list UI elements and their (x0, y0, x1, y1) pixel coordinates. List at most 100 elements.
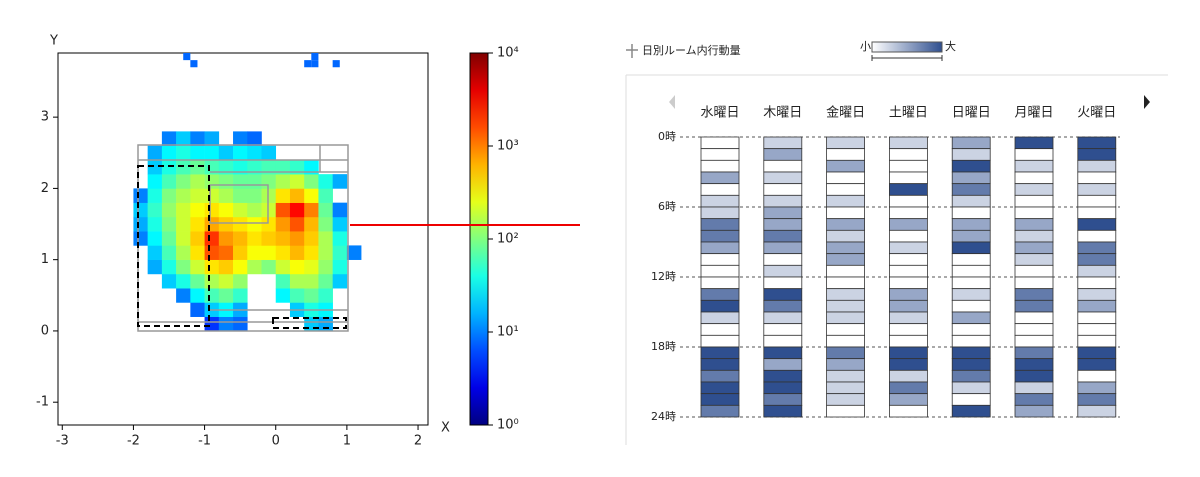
hour-cell (889, 183, 928, 196)
hour-cell (700, 404, 740, 418)
heat-cell (204, 216, 220, 232)
heat-cell (318, 316, 333, 332)
hour-cell (763, 381, 803, 395)
hour-cell (763, 136, 803, 150)
heat-cell (247, 231, 262, 246)
heat-cell (332, 202, 348, 218)
colorbar-tick-label: 10⁰ (497, 418, 519, 433)
heat-cell (190, 245, 205, 260)
hour-cell (763, 404, 803, 418)
hour-cell (826, 183, 865, 196)
hour-cell (826, 264, 865, 278)
hour-cell (889, 369, 928, 383)
next-arrow[interactable] (1144, 95, 1150, 109)
hour-cell (889, 264, 928, 278)
heat-cell (289, 216, 305, 232)
prev-arrow[interactable] (669, 95, 675, 109)
heat-cell (233, 174, 248, 189)
day-label: 日曜日 (952, 106, 991, 121)
heat-cell (176, 145, 191, 161)
legend-min: 小 (860, 40, 871, 53)
heat-cell (304, 273, 319, 289)
heat-cell (261, 159, 277, 175)
hour-cell (1077, 229, 1117, 243)
hour-cell (951, 171, 991, 185)
hour-cell (826, 136, 865, 150)
heat-cell (247, 202, 262, 218)
hour-cell (763, 393, 803, 406)
heat-cell (247, 131, 262, 146)
hour-cell (1014, 136, 1054, 150)
heat-cell (218, 273, 234, 289)
heat-cell (233, 259, 248, 275)
hour-cell (700, 346, 740, 360)
hour-cell (826, 194, 865, 208)
hour-cell (826, 299, 865, 313)
hour-cell (1014, 218, 1054, 231)
heat-cell (176, 188, 191, 203)
heat-cell (233, 131, 248, 146)
heat-cell (247, 188, 262, 203)
hour-cell (889, 404, 928, 418)
heat-cell (176, 231, 191, 246)
hour-cell (889, 393, 928, 406)
hour-cell (1077, 148, 1117, 161)
heat-cell (133, 202, 148, 218)
day-label: 金曜日 (826, 105, 865, 121)
hour-cell (826, 159, 865, 173)
heat-cell (289, 174, 305, 189)
hour-cell (700, 159, 740, 173)
hour-cell (889, 206, 928, 220)
heat-cell (176, 245, 191, 260)
heat-cell (176, 259, 191, 275)
hour-cell (700, 194, 740, 208)
hour-cell (951, 393, 991, 406)
heat-cell (161, 273, 177, 289)
hour-cell (889, 136, 928, 150)
heat-cell (275, 188, 291, 203)
heat-cell (233, 316, 248, 332)
hour-cell (763, 276, 803, 290)
hour-cell (700, 218, 740, 231)
hour-cell (1077, 253, 1117, 266)
heat-cell (176, 159, 191, 175)
heat-cell (233, 159, 248, 175)
heat-cell (233, 145, 248, 161)
hour-cell (826, 358, 865, 371)
heat-cell (161, 216, 177, 232)
hour-cell (700, 381, 740, 395)
hour-cell (1014, 369, 1054, 383)
hour-cell (1014, 288, 1054, 301)
heat-cell (183, 53, 191, 61)
hour-cell (763, 346, 803, 360)
day-label: 土曜日 (889, 106, 928, 121)
heat-cell (147, 245, 163, 260)
heat-cell (332, 174, 348, 189)
heat-cell (304, 231, 319, 246)
hour-cell (763, 241, 803, 255)
hour-cell (826, 334, 865, 348)
hour-cell (1077, 404, 1117, 418)
heat-cell (190, 302, 205, 317)
heat-cell (190, 188, 205, 203)
heat-cell (176, 131, 191, 146)
hour-cell (826, 404, 865, 418)
hour-label: 0時 (658, 130, 676, 143)
hour-cell (763, 369, 803, 383)
heat-cell (275, 245, 291, 260)
x-tick-label: -3 (56, 434, 69, 449)
heat-cell (204, 316, 220, 332)
hour-cell (700, 264, 740, 278)
hour-cell (889, 311, 928, 325)
hour-cell (1014, 299, 1054, 313)
hour-cell (951, 159, 991, 173)
hour-cell (826, 148, 865, 161)
heat-cell (147, 202, 163, 218)
heat-cell (332, 245, 348, 260)
heat-cell (147, 216, 163, 232)
hour-cell (1014, 241, 1054, 255)
heat-cell (233, 231, 248, 246)
day-label: 月曜日 (1014, 106, 1053, 121)
hour-cell (889, 346, 928, 360)
hour-cell (826, 229, 865, 243)
